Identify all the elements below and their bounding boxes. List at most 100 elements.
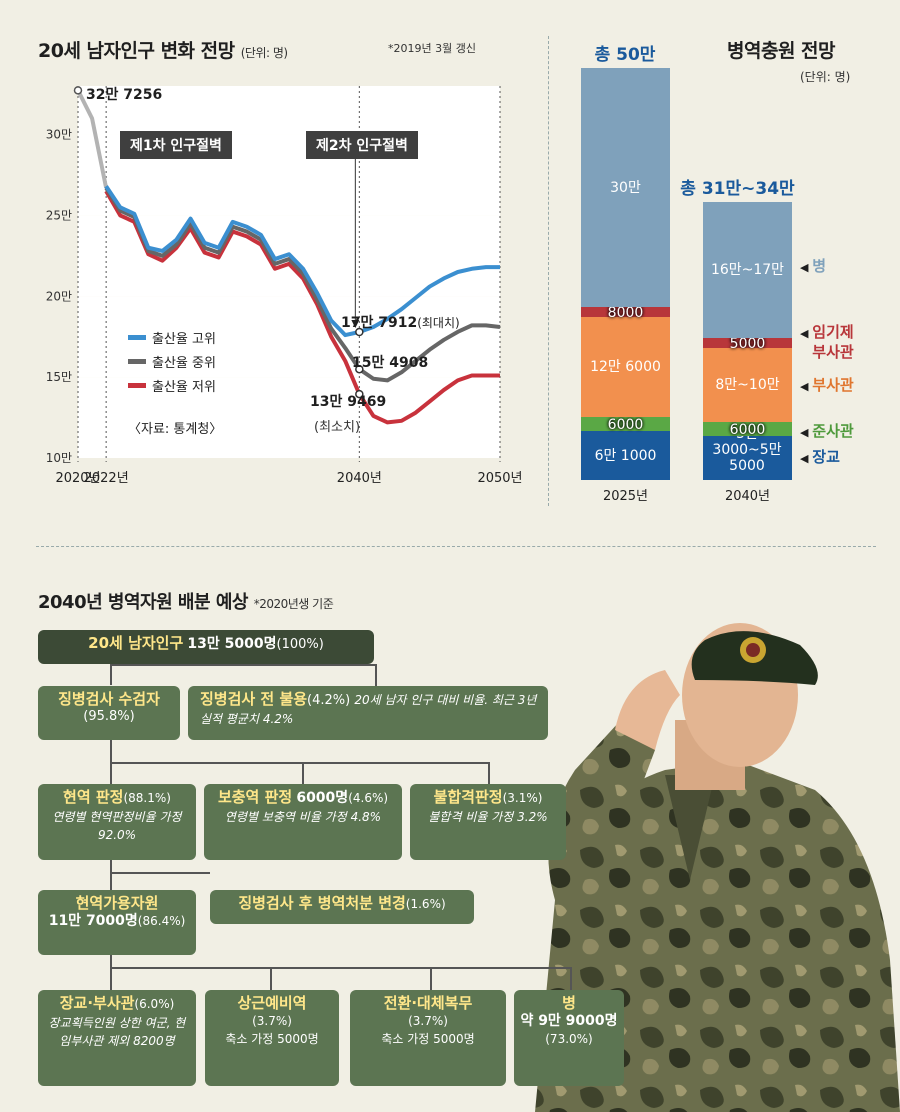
legend-item-high: 출산율 고위 (128, 325, 216, 349)
bar-segment-label: 12만 6000 (590, 359, 661, 376)
mid-value-label: 15만 4908 (352, 355, 429, 371)
side-label-fixed-term-nco: ◀ 임기제 부사관 (800, 323, 854, 361)
bar-segment (581, 431, 670, 480)
bar-2025-total: 총 50만 (594, 45, 656, 65)
flow-reserve-box: 상근예비역 (3.7%) 축소 가정 5000명 (205, 990, 339, 1086)
side-label-warrant: ◀ 준사관 (800, 422, 854, 440)
line-legend: 출산율 고위 출산율 중위 출산율 저위 (128, 325, 216, 397)
connector (488, 762, 490, 784)
low-value-label: 13만 9469 (310, 394, 387, 410)
flow-active-box: 현역 판정(88.1%) 연령별 현역판정비율 가정 92.0% (38, 784, 196, 860)
side-label-nco: ◀ 부사관 (800, 376, 854, 394)
second-cliff-tag: 제2차 인구절벽 (306, 131, 418, 159)
bar-segment-label: 5000 (729, 335, 766, 352)
y-tick-label: 30만 (46, 128, 72, 142)
legend-swatch-low (128, 382, 146, 388)
connector (110, 664, 375, 666)
bar-segment-label: 8000 (607, 305, 644, 322)
bar-segment-label: 8만~10만 (715, 376, 780, 393)
flow-alt-box: 전환·대체복무 (3.7%) 축소 가정 5000명 (350, 990, 506, 1086)
point-2040-marker (355, 389, 364, 399)
bar-segment (703, 421, 792, 436)
bar-segment-label: 6만 1000 (594, 447, 657, 464)
cliff2-arrow-head (351, 320, 360, 329)
section-divider-vertical (548, 36, 549, 506)
bar-segment (703, 347, 792, 422)
x-tick-label: 2050년 (477, 471, 522, 486)
y-tick-label: 20만 (46, 289, 72, 303)
connector (110, 955, 112, 990)
connector (375, 664, 377, 686)
start-value-label: 32만 7256 (86, 87, 163, 103)
legend-swatch-high (128, 334, 146, 340)
connector (110, 762, 490, 764)
bar-segment (703, 435, 792, 480)
low-value-note: (최소치) (314, 420, 361, 435)
bar-segment (581, 317, 670, 418)
bar-segment-label: 6000 (607, 417, 644, 434)
section-divider-horizontal (36, 546, 876, 547)
chart-title: 20세 남자인구 변화 전망 (단위: 명) (38, 40, 288, 62)
connector (110, 872, 210, 874)
y-tick-label: 15만 (46, 370, 72, 384)
x-tick-label: 2022년 (84, 471, 129, 486)
flow-title: 2040년 병역자원 배분 예상 *2020년생 기준 (38, 592, 334, 613)
chart-note: *2019년 3월 갱신 (388, 42, 476, 55)
flow-exam-box: 징병검사 수검자 (95.8%) (38, 686, 180, 740)
grid-band (78, 86, 500, 135)
connector (270, 967, 272, 990)
flow-supplement-box: 보충역 판정 6000명(4.6%) 연령별 보충역 비율 가정 4.8% (204, 784, 402, 860)
legend-swatch-mid (128, 358, 146, 364)
connector (430, 967, 432, 990)
forecast-title: 병역충원 전망 (727, 40, 836, 62)
y-tick-label: 25만 (46, 208, 72, 222)
first-cliff-tag: 제1차 인구절벽 (120, 131, 232, 159)
source-label: 〈자료: 통계청〉 (128, 422, 223, 437)
forecast-unit: (단위: 명) (800, 70, 851, 84)
bar-segment-label: 30만 (610, 179, 641, 196)
bar-2025-year: 2025년 (602, 489, 649, 504)
high-value-label: 17만 7912(최대치) (341, 315, 460, 331)
y-tick-label: 10만 (46, 451, 72, 465)
chart-unit: (단위: 명) (240, 46, 288, 60)
flow-fail-box: 불합격판정(3.1%) 불합격 비율 가정 3.2% (410, 784, 566, 860)
flow-soldier-box: 병 약 9만 9000명 (73.0%) (514, 990, 624, 1086)
series-line (104, 190, 500, 425)
x-tick-label: 2040년 (337, 471, 382, 486)
bar-segment-label: 16만~17만 (710, 261, 785, 278)
legend-item-mid: 출산율 중위 (128, 349, 216, 373)
grid-band (78, 296, 500, 378)
flow-available-box: 현역가용자원 11만 7000명(86.4%) (38, 890, 196, 955)
bar-2025: 6만 1000 6000 12만 6000 8000 30만 (581, 68, 670, 480)
side-label-soldier: ◀ 병 (800, 257, 827, 275)
history-line (76, 89, 109, 189)
series-line (104, 186, 501, 383)
connector (110, 967, 572, 969)
point-2040-marker (355, 327, 364, 337)
bar-segment (703, 202, 792, 338)
flow-note: *2020년생 기준 (253, 597, 334, 611)
connector (302, 762, 304, 784)
flow-root-box: 20세 남자인구 13만 5000명(100%) (38, 630, 374, 664)
flow-changed-box: 징병검사 후 병역처분 변경(1.6%) (210, 890, 474, 924)
bar-segment (703, 337, 792, 348)
x-tick-label: 2020년 (55, 471, 100, 486)
saluting-soldier-illustration (535, 623, 900, 1112)
bar-segment (581, 307, 670, 318)
bar-segment (581, 68, 670, 308)
bar-segment-label: 6000 (729, 421, 766, 438)
series-line (104, 185, 500, 338)
bar-2040-total: 총 31만~34만 (680, 179, 795, 199)
grid-band (78, 377, 500, 458)
start-marker (73, 86, 83, 95)
connector (110, 665, 112, 685)
legend-item-low: 출산율 저위 (128, 373, 216, 397)
side-label-officer: ◀ 장교 (800, 448, 840, 466)
bar-2040-year: 2040년 (724, 489, 771, 504)
bar-segment (581, 417, 670, 432)
flow-officer-box: 장교·부사관(6.0%) 장교획득인원 상한 여군, 현임부사관 제외 8200… (38, 990, 196, 1086)
flow-pre-exempt-box: 징병검사 전 불용(4.2%) 20세 남자 인구 대비 비율. 최근 3년 실… (188, 686, 548, 740)
connector (570, 967, 572, 990)
